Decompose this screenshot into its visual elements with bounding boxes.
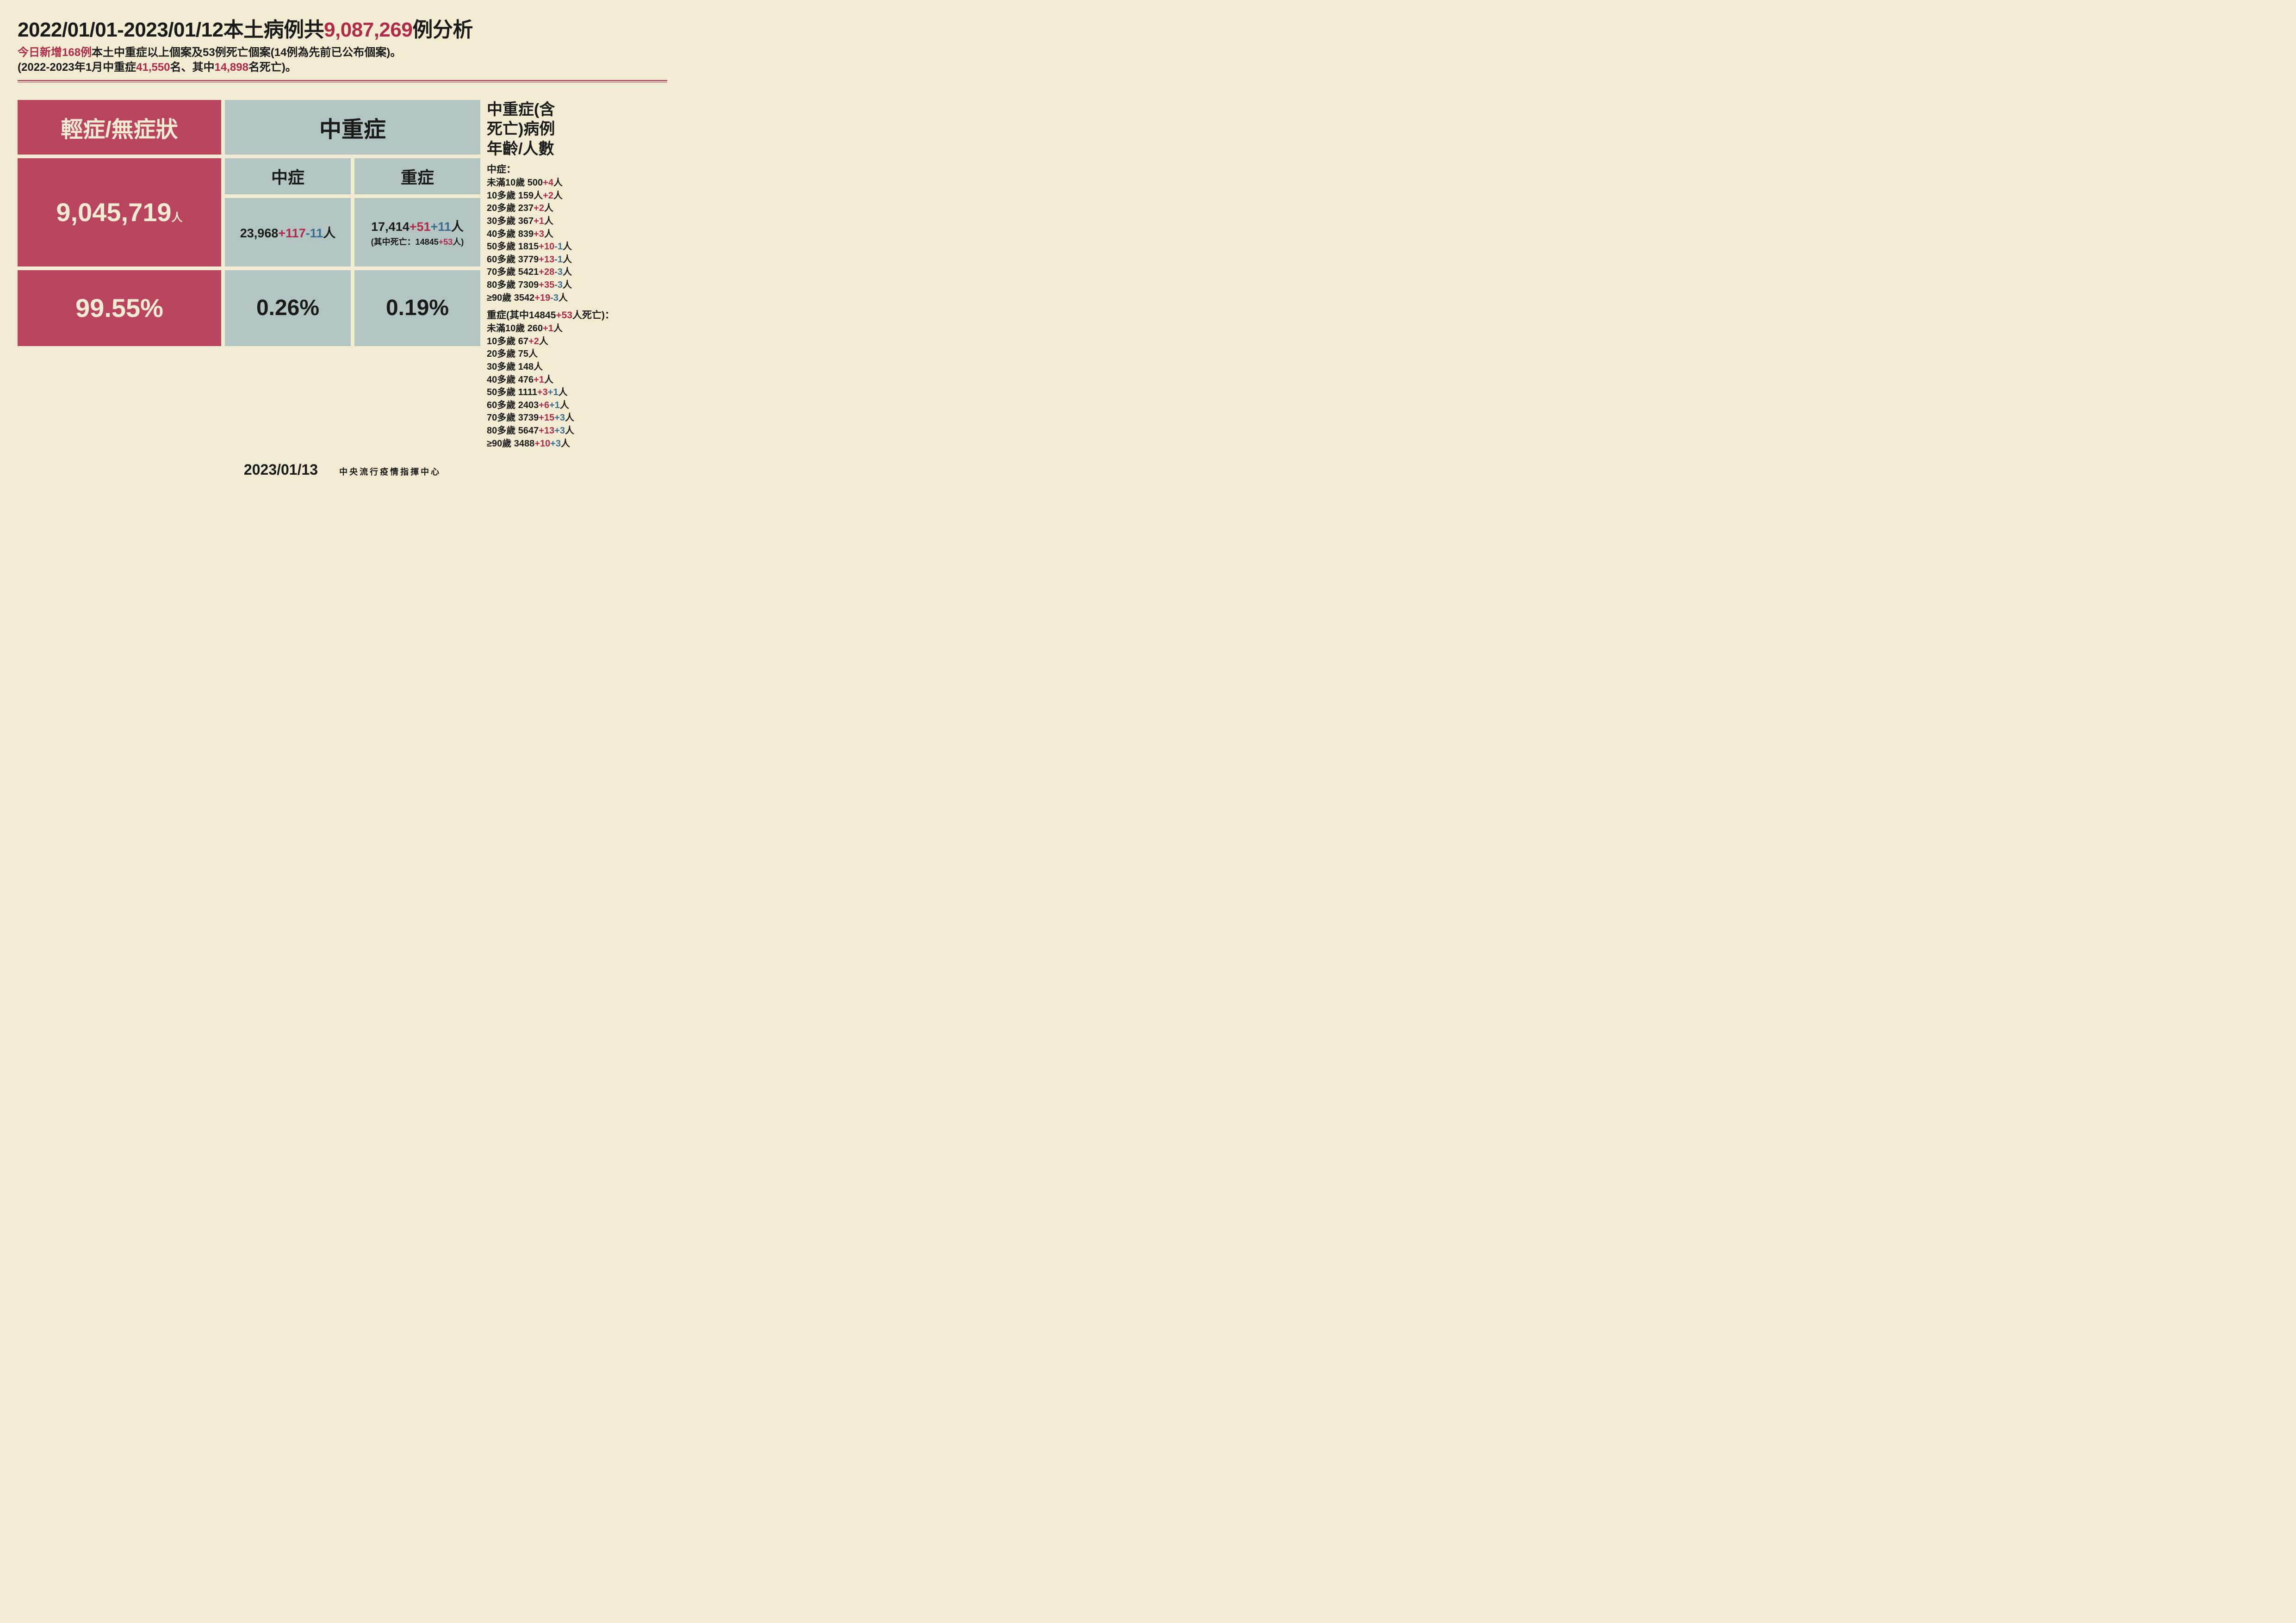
age-row: 60多歲 3779+13-1人 [487, 254, 667, 266]
sub-l2c: 名死亡)。 [248, 61, 297, 74]
severe-note-red: +53 [439, 237, 453, 247]
age-row: ≥90歲 3488+10+3人 [487, 438, 667, 451]
age-row: 未滿10歲 500+4人 [487, 177, 667, 190]
sub-l2a: (2022-2023年1月中重症 [18, 61, 136, 74]
age-row: 30多歲 148人 [487, 361, 667, 374]
title-total: 9,087,269 [324, 19, 412, 41]
age-row: 70多歲 3739+15+3人 [487, 412, 667, 425]
mild-count: 9,045,719人 [56, 197, 182, 227]
severe-unit: 人 [451, 220, 464, 234]
age-row: 50多歲 1815+10-1人 [487, 241, 667, 254]
age-row: 20多歲 75人 [487, 348, 667, 361]
age-row: 未滿10歲 260+1人 [487, 322, 667, 335]
severe-head-pre: 重症(其中14845 [487, 310, 556, 321]
value-row: 23,968+117-11人 17,414+51+11人 (其中死亡：14845… [225, 198, 480, 266]
main-table: 輕症/無症狀 中重症 9,045,719人 99.55% 中症 重症 [18, 100, 480, 450]
age-row: ≥90歲 3542+19-3人 [487, 292, 667, 305]
mild-column: 9,045,719人 99.55% [18, 158, 221, 346]
age-row: 40多歲 476+1人 [487, 374, 667, 387]
severe-count-cell: 17,414+51+11人 (其中死亡：14845+53人) [354, 198, 480, 266]
mild-count-value: 9,045,719 [56, 198, 171, 227]
moderate-age-rows: 未滿10歲 500+4人10多歲 159人+2人20多歲 237+2人30多歲 … [487, 177, 667, 304]
severe-note-post: 人) [453, 237, 464, 247]
sub-l1b: 本土中重症以上個案及53例死亡個案(14例為先前已公布個案)。 [92, 46, 401, 59]
midsevere-column: 中症 重症 23,968+117-11人 17,414+51+11人 [225, 158, 480, 346]
footer-org: 中央流行疫情指揮中心 [339, 465, 441, 477]
title-pre: 2022/01/01-2023/01/12本土病例共 [18, 19, 324, 41]
main-content: 輕症/無症狀 中重症 9,045,719人 99.55% 中症 重症 [18, 100, 667, 450]
age-row: 70多歲 5421+28-3人 [487, 266, 667, 279]
moderate-pct-cell: 0.26% [225, 270, 351, 346]
severe-note-pre: (其中死亡：14845 [371, 237, 439, 247]
page-title: 2022/01/01-2023/01/12本土病例共9,087,269例分析 [18, 13, 667, 43]
moderate-blue: -11 [306, 226, 323, 240]
severe-head-red: +53 [556, 310, 572, 321]
severe-deaths-note: (其中死亡：14845+53人) [371, 235, 464, 248]
age-row: 80多歲 5647+13+3人 [487, 425, 667, 438]
sub-l2-deaths: 14,898 [215, 61, 248, 74]
horizontal-divider [18, 80, 667, 82]
footer-date: 2023/01/13 [244, 461, 318, 478]
severe-count: 17,414+51+11人 [371, 217, 464, 235]
severe-head-post: 人死亡)： [572, 310, 614, 321]
sub-l1a: 今日新增168例 [18, 46, 92, 59]
sidebar-title-l3: 年齡/人數 [487, 139, 667, 159]
sub-l2b: 名、其中 [170, 61, 215, 74]
severe-age-head: 重症(其中14845+53人死亡)： [487, 309, 667, 322]
age-row: 10多歲 67+2人 [487, 335, 667, 348]
mild-count-cell: 9,045,719人 [18, 158, 221, 266]
subtitle-line-1: 今日新增168例本土中重症以上個案及53例死亡個案(14例為先前已公布個案)。 [18, 45, 667, 60]
age-row: 80多歲 7309+35-3人 [487, 279, 667, 292]
moderate-count: 23,968+117-11人 [240, 223, 335, 241]
age-row: 40多歲 839+3人 [487, 228, 667, 241]
moderate-count-cell: 23,968+117-11人 [225, 198, 351, 266]
subheader-row: 中症 重症 [225, 158, 480, 194]
footer: 2023/01/13 中央流行疫情指揮中心 [18, 461, 667, 478]
table-body-row: 9,045,719人 99.55% 中症 重症 23,968+117-11人 [18, 158, 480, 346]
age-row: 30多歲 367+1人 [487, 215, 667, 228]
moderate-unit: 人 [323, 226, 335, 240]
moderate-age-head: 中症： [487, 163, 667, 177]
moderate-red: +117 [278, 226, 305, 240]
severe-pct-cell: 0.19% [354, 270, 480, 346]
severe-header: 重症 [354, 158, 480, 194]
subtitle-line-2: (2022-2023年1月中重症41,550名、其中14,898名死亡)。 [18, 60, 667, 75]
severe-blue: +11 [431, 220, 451, 234]
age-breakdown-sidebar: 中重症(含 死亡)病例 年齡/人數 中症： 未滿10歲 500+4人10多歲 1… [487, 100, 667, 450]
moderate-base: 23,968 [240, 226, 279, 240]
midsevere-header: 中重症 [225, 100, 480, 155]
age-row: 10多歲 159人+2人 [487, 190, 667, 203]
severe-base: 17,414 [371, 220, 410, 234]
severe-age-block: 重症(其中14845+53人死亡)： 未滿10歲 260+1人10多歲 67+2… [487, 309, 667, 450]
table-header-row: 輕症/無症狀 中重症 [18, 100, 480, 155]
severe-red: +51 [410, 220, 431, 234]
title-post: 例分析 [412, 19, 473, 41]
sub-l2-midsevere: 41,550 [136, 61, 170, 74]
age-row: 50多歲 1111+3+1人 [487, 386, 667, 399]
age-row: 60多歲 2403+6+1人 [487, 399, 667, 412]
pct-row: 0.26% 0.19% [225, 270, 480, 346]
moderate-age-block: 中症： 未滿10歲 500+4人10多歲 159人+2人20多歲 237+2人3… [487, 163, 667, 304]
mild-header: 輕症/無症狀 [18, 100, 221, 155]
sidebar-title-l2: 死亡)病例 [487, 119, 667, 139]
subtitle-block: 今日新增168例本土中重症以上個案及53例死亡個案(14例為先前已公布個案)。 … [18, 45, 667, 75]
mild-pct-cell: 99.55% [18, 270, 221, 346]
age-row: 20多歲 237+2人 [487, 202, 667, 215]
moderate-header: 中症 [225, 158, 351, 194]
mild-count-unit: 人 [172, 211, 183, 224]
sidebar-title: 中重症(含 死亡)病例 年齡/人數 [487, 100, 667, 159]
sidebar-title-l1: 中重症(含 [487, 100, 667, 120]
severe-age-rows: 未滿10歲 260+1人10多歲 67+2人20多歲 75人30多歲 148人4… [487, 322, 667, 450]
